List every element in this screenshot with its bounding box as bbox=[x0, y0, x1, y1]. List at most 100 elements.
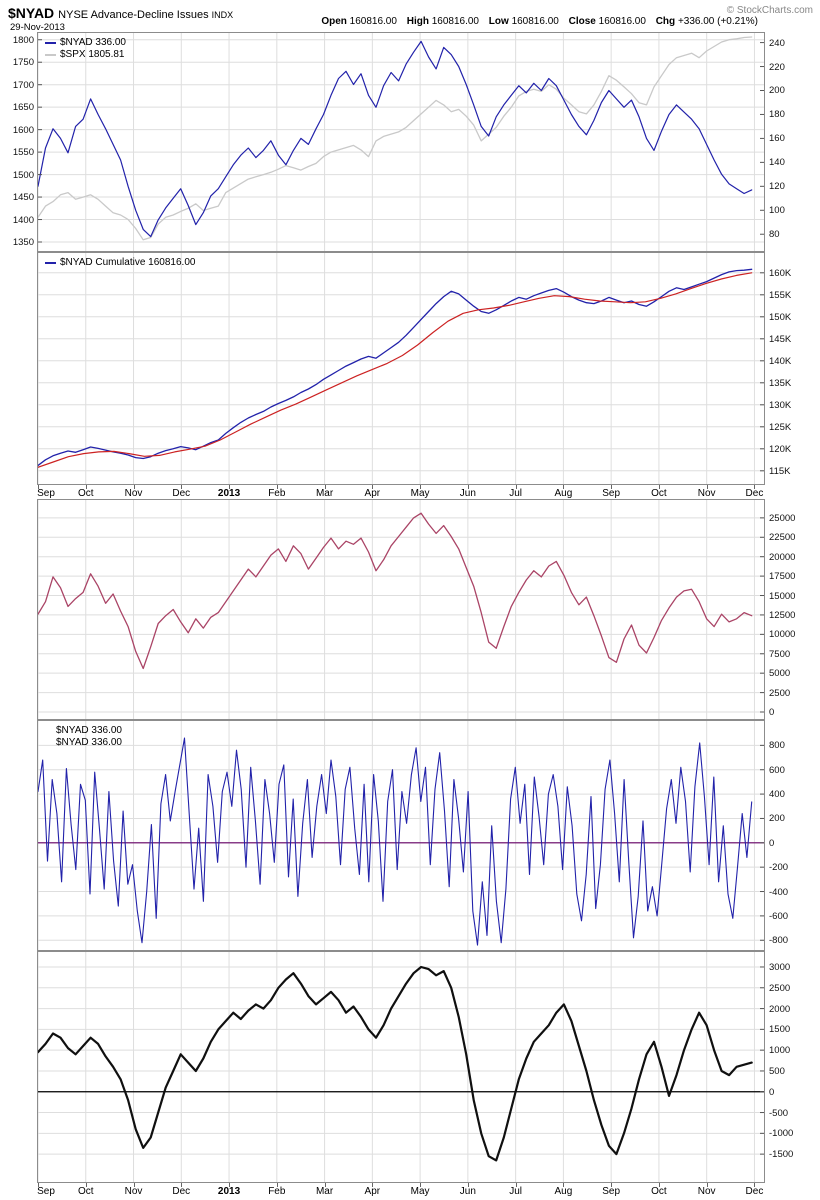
quote-high-value: 160816.00 bbox=[431, 16, 479, 27]
y-axis-label: 1650 bbox=[12, 102, 34, 114]
y-axis-label: 5000 bbox=[769, 668, 791, 680]
series-nyad-daily bbox=[38, 737, 753, 946]
symbol-name: NYSE Advance-Decline Issues bbox=[58, 9, 209, 21]
y-axis-label: 7500 bbox=[769, 648, 791, 660]
quote-open-value: 160816.00 bbox=[349, 16, 397, 27]
x-axis-label: Sep bbox=[37, 1186, 55, 1197]
x-axis-label: Oct bbox=[651, 488, 667, 499]
y-axis-label: 2500 bbox=[769, 982, 791, 994]
panel1: $NYAD 336.00 $SPX 1805.81 240 220 200 180 160… bbox=[13, 32, 785, 252]
x-axis-tick bbox=[515, 485, 517, 489]
x-axis-bottom: Sep Oct Nov Dec 2013 Feb Mar Apr May Jun Jul Aug Sep… bbox=[37, 1183, 765, 1199]
x-axis-label: Aug bbox=[554, 1186, 573, 1197]
x-axis-tick bbox=[611, 1183, 613, 1187]
panel5-plot bbox=[38, 952, 764, 1182]
x-axis-tick bbox=[754, 1183, 756, 1187]
y-axis-label: 1400 bbox=[12, 214, 34, 226]
x-axis-label: Nov bbox=[697, 1186, 716, 1197]
y-axis-label: 22500 bbox=[769, 532, 796, 544]
y-axis-label: 2000 bbox=[769, 1003, 791, 1015]
x-axis-tick bbox=[467, 1183, 469, 1187]
x-axis-tick bbox=[658, 1183, 660, 1187]
quote-low: Low 160816.00 bbox=[489, 16, 559, 27]
quote-chg-label: Chg bbox=[655, 16, 676, 27]
series-smoothed-indicator bbox=[38, 965, 753, 1162]
x-axis-tick bbox=[372, 1183, 374, 1187]
legend-dash-icon bbox=[45, 54, 56, 56]
x-axis-label: Jun bbox=[459, 488, 476, 499]
y-axis-label: 3000 bbox=[769, 961, 791, 973]
y-axis-label: 0 bbox=[769, 1086, 775, 1098]
x-axis-label: Nov bbox=[697, 488, 716, 499]
y-axis-label: 180 bbox=[769, 109, 785, 121]
series-indicator bbox=[38, 512, 753, 670]
x-axis-tick bbox=[515, 1183, 517, 1187]
header-symbol-line: $NYAD NYSE Advance-Decline Issues INDX bbox=[8, 5, 233, 23]
x-axis-label: Nov bbox=[124, 488, 143, 499]
y-axis-label: 1600 bbox=[12, 124, 34, 136]
x-axis-tick bbox=[372, 485, 374, 489]
y-axis-label: 135K bbox=[769, 377, 792, 389]
y-axis-label: -200 bbox=[769, 862, 789, 874]
y-axis-label: 220 bbox=[769, 61, 785, 73]
x-axis-label: Dec bbox=[745, 1186, 764, 1197]
y-axis-label: -400 bbox=[769, 886, 789, 898]
y-axis-label: 12500 bbox=[769, 609, 796, 621]
y-axis-label: 200 bbox=[769, 85, 785, 97]
y-axis-label: 1350 bbox=[12, 237, 34, 248]
x-axis-tick bbox=[706, 485, 708, 489]
quote-high: High 160816.00 bbox=[407, 16, 479, 27]
quote-close: Close 160816.00 bbox=[569, 16, 646, 27]
panel2: $NYAD Cumulative 160816.00 160K 155K 150K 1… bbox=[37, 252, 791, 485]
x-axis-tick bbox=[276, 1183, 278, 1187]
x-axis-tick bbox=[324, 1183, 326, 1187]
x-axis-label: 2013 bbox=[217, 1186, 241, 1197]
x-axis-label: Jul bbox=[509, 488, 523, 499]
x-axis-tick bbox=[85, 485, 87, 489]
x-axis-label: May bbox=[410, 1186, 430, 1197]
legend-label: $NYAD 336.00 bbox=[60, 37, 126, 48]
x-axis-tick bbox=[181, 485, 183, 489]
legend-row: $SPX 1805.81 bbox=[45, 49, 126, 61]
quote-close-label: Close bbox=[568, 16, 596, 27]
x-axis-label: Sep bbox=[602, 488, 621, 499]
x-axis-tick bbox=[181, 1183, 183, 1187]
x-axis-tick bbox=[229, 1183, 231, 1187]
series-$SPX bbox=[38, 36, 753, 241]
legend-row: $NYAD 336.00 bbox=[45, 37, 126, 49]
panel3: 25000 22500 20000 17500 15000 12500 10000 7500 5… bbox=[37, 499, 795, 720]
x-axis-tick bbox=[467, 485, 469, 489]
x-axis-label: Aug bbox=[554, 488, 573, 499]
x-axis-label: Mar bbox=[315, 1186, 334, 1197]
copyright-notice: © StockCharts.com bbox=[726, 5, 813, 16]
legend-dash-icon bbox=[45, 42, 56, 44]
x-axis-label: Feb bbox=[268, 1186, 286, 1197]
y-axis-label: 1000 bbox=[769, 1045, 791, 1057]
y-axis-label: 1750 bbox=[12, 57, 34, 69]
y-axis-label: -600 bbox=[769, 910, 789, 922]
x-axis-label: May bbox=[410, 488, 430, 499]
y-axis-label: 150K bbox=[769, 311, 792, 323]
quote-chg-value: +336.00 (+0.21%) bbox=[677, 16, 758, 27]
symbol-ticker: $NYAD bbox=[8, 5, 55, 21]
x-axis-tick bbox=[563, 485, 565, 489]
y-axis-label: 17500 bbox=[769, 571, 796, 583]
legend-label: $NYAD 336.00 bbox=[56, 737, 122, 748]
y-axis-label: 1500 bbox=[769, 1024, 791, 1036]
exchange-tag: INDX bbox=[211, 10, 234, 20]
x-axis-tick bbox=[276, 485, 278, 489]
y-axis-label: 115K bbox=[769, 465, 791, 477]
quote-high-label: High bbox=[406, 16, 429, 27]
x-axis-label: Mar bbox=[315, 488, 334, 499]
y-axis-label: 120K bbox=[769, 443, 792, 455]
y-axis-label: 200 bbox=[769, 813, 785, 825]
y-axis-label: 1700 bbox=[12, 79, 34, 91]
x-axis-tick bbox=[38, 1183, 39, 1187]
x-axis-tick bbox=[563, 1183, 565, 1187]
x-axis-tick bbox=[420, 1183, 422, 1187]
y-axis-label: 1550 bbox=[12, 147, 34, 159]
legend-label: $NYAD Cumulative 160816.00 bbox=[60, 257, 196, 268]
series-$NYAD bbox=[38, 40, 753, 238]
x-axis-tick bbox=[658, 485, 660, 489]
